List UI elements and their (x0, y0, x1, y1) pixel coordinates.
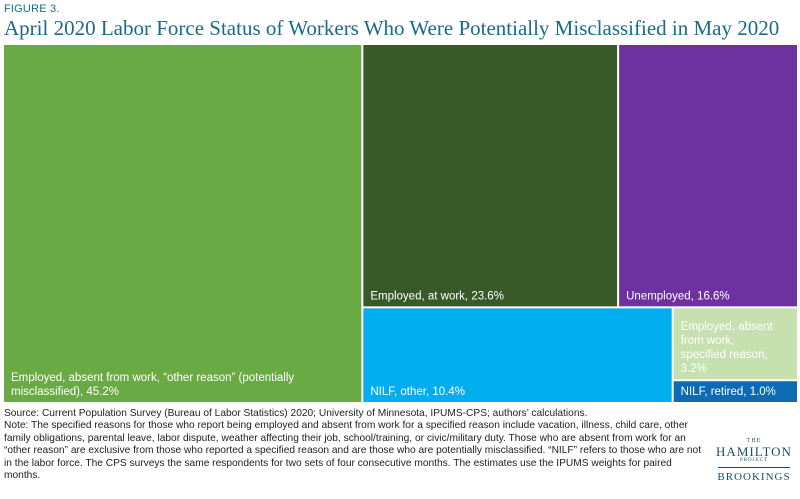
tile-employed-absent-other-reason: Employed, absent from work, “other reaso… (4, 45, 362, 402)
tile-nilf-other-rect (363, 308, 672, 402)
tile-employed-at-work-rect (363, 45, 618, 307)
tile-employed-at-work: Employed, at work, 23.6% (363, 45, 618, 307)
note-text: Note: The specified reasons for those wh… (4, 420, 702, 482)
tile-nilf-retired-rect (673, 381, 797, 402)
tile-nilf-other-label: NILF, other, 10.4% (370, 386, 465, 398)
logo-brookings: BROOKINGS (717, 471, 791, 483)
tile-employed-absent-specified-reason-label: Employed, absent from work, specified reas… (681, 321, 774, 375)
tile-nilf-retired: NILF, retired, 1.0% (673, 381, 797, 402)
tile-employed-absent-specified-reason-rect (673, 308, 797, 380)
chart-title: April 2020 Labor Force Status of Workers… (4, 16, 780, 40)
logo-project: PROJECT (739, 458, 769, 463)
tile-employed-absent-other-reason-label: Employed, absent from work, “other reaso… (11, 372, 294, 398)
treemap-chart: Employed, absent from work, “other reaso… (4, 45, 797, 402)
tile-employed-absent-other-reason-rect (4, 45, 362, 402)
figure-label: FIGURE 3. (4, 3, 60, 15)
tile-unemployed-label: Unemployed, 16.6% (626, 290, 730, 302)
notes-block: Source: Current Population Survey (Burea… (4, 408, 704, 482)
tile-employed-at-work-label: Employed, at work, 23.6% (370, 290, 504, 302)
logo-divider (718, 467, 790, 468)
logo-the: THE (746, 438, 762, 444)
source-text: Source: Current Population Survey (Burea… (4, 408, 588, 419)
tile-nilf-retired-label: NILF, retired, 1.0% (681, 386, 776, 398)
hamilton-brookings-logo: THE HAMILTON PROJECT BROOKINGS (712, 438, 796, 483)
tile-unemployed: Unemployed, 16.6% (619, 45, 797, 307)
tile-nilf-other: NILF, other, 10.4% (363, 308, 672, 402)
tile-employed-absent-specified-reason: Employed, absent from work, specified reas… (673, 308, 797, 380)
logo-hamilton: HAMILTON (716, 444, 792, 459)
tile-unemployed-rect (619, 45, 797, 307)
